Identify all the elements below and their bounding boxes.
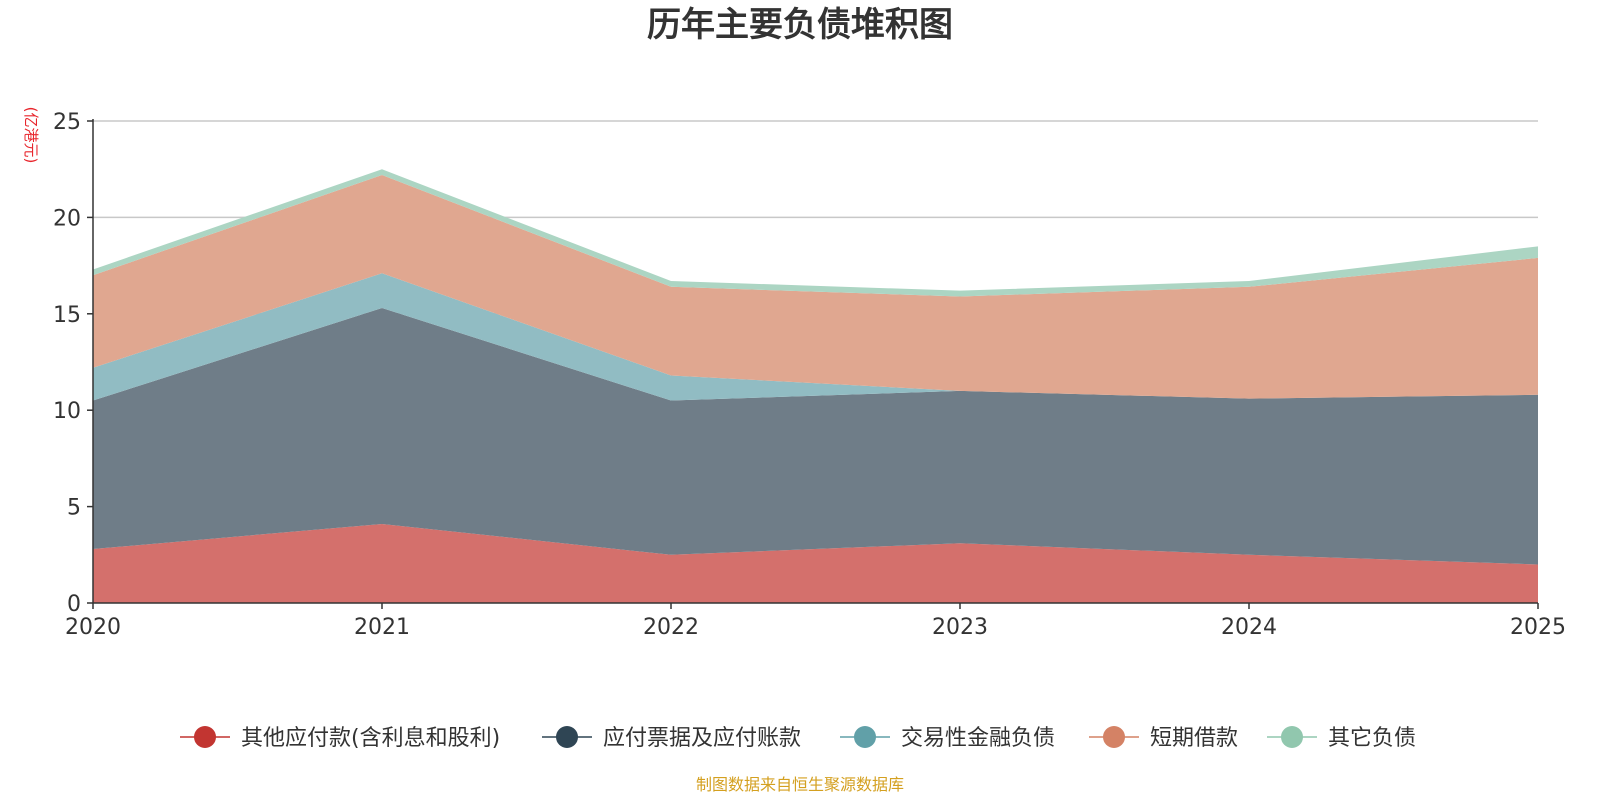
legend-item-5[interactable]: 其它负债 <box>1267 726 1416 751</box>
legend-label: 其他应付款(含利息和股利) <box>241 726 500 751</box>
x-tick-label: 2021 <box>354 615 410 640</box>
y-tick-label: 10 <box>53 399 81 424</box>
area-series-3 <box>93 273 1538 401</box>
legend-marker-icon <box>1281 726 1303 748</box>
x-tick-label: 2022 <box>643 615 699 640</box>
legend-label: 应付票据及应付账款 <box>603 726 801 751</box>
legend-marker-icon <box>1103 726 1125 748</box>
y-axis-unit-label: (亿港元) <box>22 107 40 164</box>
legend-label: 其它负债 <box>1328 726 1416 751</box>
area-series-1 <box>93 523 1538 603</box>
legend-label: 短期借款 <box>1150 726 1238 751</box>
x-tick-label: 2025 <box>1510 615 1566 640</box>
area-series-5 <box>93 169 1538 297</box>
legend-marker-icon <box>556 726 578 748</box>
area-series-4 <box>93 174 1538 399</box>
y-tick-label: 5 <box>67 496 81 521</box>
legend-item-3[interactable]: 交易性金融负债 <box>840 726 1055 751</box>
x-tick-label: 2024 <box>1221 615 1277 640</box>
y-tick-label: 0 <box>67 592 81 617</box>
area-series-2 <box>93 308 1538 565</box>
y-tick-label: 25 <box>53 110 81 135</box>
legend-item-2[interactable]: 应付票据及应付账款 <box>542 726 801 751</box>
chart-title: 历年主要负债堆积图 <box>647 5 953 45</box>
area-series <box>93 169 1538 603</box>
legend-item-1[interactable]: 其他应付款(含利息和股利) <box>180 726 500 751</box>
legend: 其他应付款(含利息和股利) 应付票据及应付账款 交易性金融负债 短期借款 其它负债 <box>180 726 1416 751</box>
y-tick-label: 15 <box>53 303 81 328</box>
legend-label: 交易性金融负债 <box>901 726 1055 751</box>
y-tick-label: 20 <box>53 206 81 231</box>
legend-marker-icon <box>854 726 876 748</box>
legend-item-4[interactable]: 短期借款 <box>1089 726 1238 751</box>
x-tick-label: 2023 <box>932 615 988 640</box>
legend-marker-icon <box>194 726 216 748</box>
x-tick-label: 2020 <box>65 615 121 640</box>
source-note: 制图数据来自恒生聚源数据库 <box>696 775 904 794</box>
